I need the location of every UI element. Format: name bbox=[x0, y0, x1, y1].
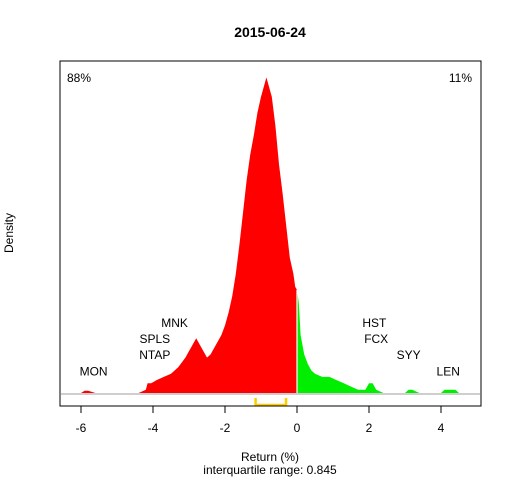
x-tick-label: 0 bbox=[294, 421, 301, 435]
negative-density-area bbox=[70, 77, 297, 394]
annotation-spls: SPLS bbox=[139, 332, 170, 346]
x-tick-label: -4 bbox=[148, 421, 159, 435]
iqr-bracket-mark bbox=[254, 398, 288, 407]
annotation-mon: MON bbox=[80, 364, 108, 378]
annotation-len: LEN bbox=[437, 364, 460, 378]
y-axis-label: Density bbox=[2, 213, 16, 253]
positive-share-label: 11% bbox=[449, 71, 472, 85]
x-axis: -6 -4 -2 0 2 4 bbox=[76, 405, 445, 435]
x-axis-label: Return (%) bbox=[241, 450, 299, 464]
annotation-ntap: NTAP bbox=[139, 348, 170, 362]
x-tick-label: -6 bbox=[76, 421, 87, 435]
x-tick-label: 2 bbox=[366, 421, 373, 435]
x-tick-label: -2 bbox=[220, 421, 231, 435]
iqr-bracket bbox=[254, 398, 288, 407]
annotation-hst: HST bbox=[362, 316, 387, 330]
annotation-mnk: MNK bbox=[161, 316, 188, 330]
chart-title: 2015-06-24 bbox=[234, 24, 306, 40]
iqr-caption: interquartile range: 0.845 bbox=[203, 463, 337, 477]
annotation-syy: SYY bbox=[397, 348, 421, 362]
negative-share-label: 88% bbox=[67, 71, 91, 85]
annotation-fcx: FCX bbox=[364, 332, 388, 346]
positive-density-area bbox=[297, 290, 477, 393]
annotations: MON NTAP SPLS MNK HST FCX SYY LEN bbox=[80, 316, 460, 378]
density-curve bbox=[70, 77, 477, 394]
x-tick-label: 4 bbox=[438, 421, 445, 435]
